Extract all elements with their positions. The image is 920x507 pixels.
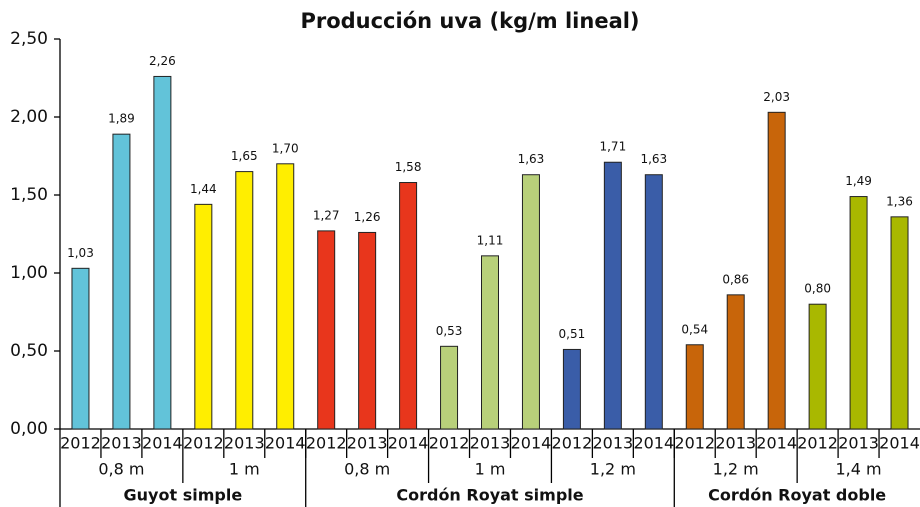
x-tick-label: 2013 [715,434,756,453]
x-tick-label: 2013 [470,434,511,453]
chart-title: Producción uva (kg/m lineal) [300,9,639,33]
y-tick-label: 2,50 [10,29,48,49]
x-tick-label: 2014 [879,434,920,453]
subgroup-label: 1,2 m [590,460,636,479]
value-label: 1,49 [845,174,872,188]
group-label: Cordón Royat simple [396,486,583,505]
y-tick-label: 0,50 [10,341,48,361]
subgroup-label: 1 m [475,460,506,479]
value-label: 1,65 [231,149,258,163]
y-tick-label: 1,50 [10,185,48,205]
bar [481,255,499,430]
bar [562,348,581,430]
subgroup-label: 1 m [229,460,260,479]
value-label: 1,44 [190,182,217,196]
x-tick-label: 2012 [429,434,470,453]
subgroup-label: 0,8 m [98,460,144,479]
bar [194,203,213,430]
x-tick-label: 2013 [838,434,879,453]
y-tick-label: 1,00 [10,263,48,283]
x-tick-label: 2013 [347,434,388,453]
bar [890,216,909,430]
x-tick-label: 2012 [183,434,224,453]
group-label: Guyot simple [124,486,243,505]
x-tick-label: 2014 [388,434,429,453]
value-label: 0,54 [681,322,708,336]
bar [440,345,459,430]
value-label: 1,63 [518,152,545,166]
bar [399,182,418,430]
bar [153,75,172,430]
bar [603,161,622,430]
group-label: Cordón Royat doble [708,486,886,505]
bar [808,303,827,430]
value-label: 0,86 [722,272,749,286]
x-tick-label: 2014 [265,434,306,453]
bar [767,111,786,430]
subgroup-label: 0,8 m [344,460,390,479]
bar [685,344,704,430]
subgroup-label: 1,4 m [836,460,882,479]
bar [276,163,295,430]
value-label: 1,89 [108,112,135,126]
x-tick-label: 2012 [306,434,347,453]
x-tick-label: 2012 [797,434,838,453]
x-tick-label: 2013 [101,434,142,453]
bar [71,267,90,430]
x-tick-label: 2013 [224,434,265,453]
x-tick-label: 2012 [674,434,715,453]
bar [849,196,868,430]
value-label: 0,51 [559,327,586,341]
value-label: 0,53 [436,324,463,338]
bar [112,133,131,430]
x-tick-label: 2013 [592,434,633,453]
bar [235,171,254,430]
value-label: 1,71 [599,140,626,154]
x-tick-label: 2012 [552,434,593,453]
value-label: 1,27 [313,208,340,222]
x-tick-label: 2014 [633,434,674,453]
value-label: 1,26 [354,210,381,224]
value-label: 1,03 [67,246,94,260]
x-tick-label: 2014 [511,434,552,453]
value-label: 1,58 [395,160,422,174]
subgroup-label: 1,2 m [713,460,759,479]
bar [644,174,663,430]
value-label: 2,03 [763,90,790,104]
bar [726,294,745,430]
value-label: 1,11 [477,233,504,247]
value-label: 1,63 [640,152,667,166]
value-label: 1,70 [272,141,299,155]
bar [358,231,377,430]
x-tick-label: 2014 [142,434,183,453]
x-tick-label: 2014 [756,434,797,453]
value-label: 0,80 [804,282,831,296]
value-label: 2,26 [149,54,176,68]
y-tick-label: 2,00 [10,107,48,127]
bar [317,230,336,430]
value-label: 1,36 [886,194,913,208]
bar [521,174,540,430]
x-tick-label: 2012 [60,434,101,453]
y-tick-label: 0,00 [10,419,48,439]
